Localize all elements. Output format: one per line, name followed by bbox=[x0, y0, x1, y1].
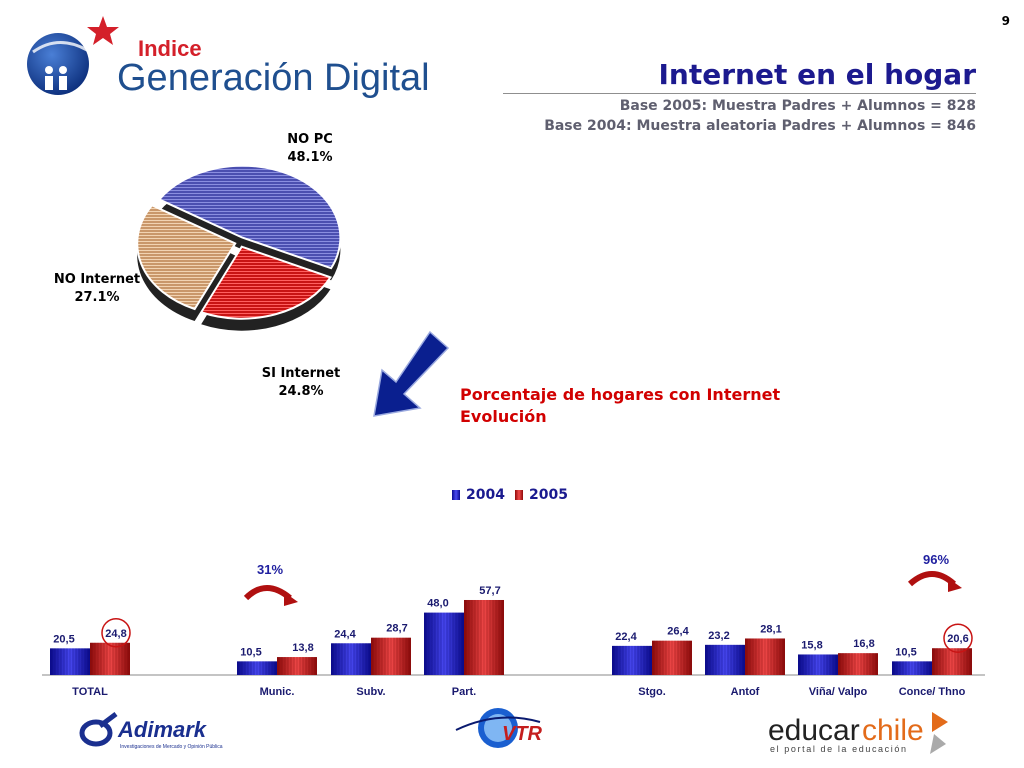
curved-arrow-icon bbox=[243, 585, 292, 601]
base-2005-note: Base 2005: Muestra Padres + Alumnos = 82… bbox=[619, 98, 976, 114]
data-label-2005: 57,7 bbox=[479, 585, 500, 597]
growth-label-96: 96% bbox=[923, 552, 949, 567]
svg-text:Investigaciones de Mercado y O: Investigaciones de Mercado y Opinión Púb… bbox=[120, 744, 223, 750]
growth-label-31: 31% bbox=[257, 562, 283, 577]
data-label-2004: 48,0 bbox=[427, 598, 448, 610]
footer-logos: Adimark Investigaciones de Mercado y Opi… bbox=[79, 708, 948, 754]
pie-label-no-pc: NO PC 48.1% bbox=[287, 132, 333, 165]
data-label-2004: 23,2 bbox=[708, 630, 729, 642]
bar-2004 bbox=[612, 645, 652, 675]
svg-text:Adimark: Adimark bbox=[117, 717, 208, 742]
pie-label-no-internet: NO Internet 27.1% bbox=[53, 272, 141, 305]
x-tick-label: Antof bbox=[731, 686, 760, 698]
pie-chart bbox=[136, 164, 342, 331]
data-label-2004: 20,5 bbox=[53, 633, 74, 645]
bar-2004 bbox=[331, 643, 371, 675]
highlight-circle bbox=[943, 623, 973, 653]
data-label-2004: 22,4 bbox=[615, 631, 637, 643]
data-label-2005: 28,7 bbox=[386, 623, 407, 635]
bar-2004 bbox=[798, 654, 838, 675]
page-number: 9 bbox=[1001, 14, 1010, 28]
page-title: Internet en el hogar bbox=[658, 58, 976, 91]
globe-icon bbox=[27, 33, 89, 95]
legend-swatch-2004 bbox=[452, 490, 460, 500]
data-label-2005: 16,8 bbox=[853, 638, 874, 650]
legend-label-2005: 2005 bbox=[528, 487, 568, 503]
adimark-logo: Adimark Investigaciones de Mercado y Opi… bbox=[79, 712, 223, 750]
data-label-2005: 28,1 bbox=[760, 623, 781, 635]
bar-2005 bbox=[652, 640, 692, 675]
bar-2005 bbox=[90, 642, 130, 675]
evolution-title: Porcentaje de hogares con Internet Evoluc… bbox=[460, 385, 781, 426]
data-label-2005: 24,8 bbox=[105, 628, 126, 640]
svg-text:Generación Digital: Generación Digital bbox=[117, 57, 430, 99]
bar-2005 bbox=[277, 657, 317, 675]
highlight-circle bbox=[101, 618, 131, 648]
x-tick-label: Viña/ Valpo bbox=[809, 686, 868, 698]
bar-2004 bbox=[892, 661, 932, 675]
pie-slice-no-internet bbox=[136, 204, 237, 311]
pie-label-si-internet: SI Internet 24.8% bbox=[261, 366, 341, 399]
pie-slice-si-internet bbox=[199, 245, 332, 320]
bar-2004 bbox=[705, 644, 745, 675]
svg-text:Indice: Indice bbox=[138, 36, 202, 61]
data-label-2005: 13,8 bbox=[292, 642, 313, 654]
svg-text:chile: chile bbox=[862, 714, 924, 747]
vtr-logo: VTR bbox=[455, 708, 543, 748]
x-tick-label: Part. bbox=[452, 686, 476, 698]
x-tick-label: TOTAL bbox=[72, 686, 108, 698]
bar-2005 bbox=[464, 599, 504, 675]
chart-legend: 2004 2005 bbox=[452, 487, 568, 503]
base-2004-note: Base 2004: Muestra aleatoria Padres + Al… bbox=[544, 118, 976, 134]
data-label-2005: 26,4 bbox=[667, 626, 689, 638]
x-tick-label: Conce/ Thno bbox=[899, 686, 966, 698]
x-tick-label: Stgo. bbox=[638, 686, 666, 698]
bar-2004 bbox=[50, 648, 90, 675]
data-label-2004: 24,4 bbox=[334, 628, 356, 640]
data-label-2004: 10,5 bbox=[240, 646, 261, 658]
svg-text:el portal de la educación: el portal de la educación bbox=[770, 744, 908, 754]
legend-swatch-2005 bbox=[514, 490, 523, 500]
bar-2005 bbox=[838, 653, 878, 675]
bar-2004 bbox=[237, 661, 277, 675]
data-label-2005: 20,6 bbox=[947, 633, 968, 645]
data-label-2004: 10,5 bbox=[895, 646, 916, 658]
indice-generacion-digital-logo: Indice Generación Digital bbox=[27, 16, 430, 99]
curved-arrow-icon bbox=[907, 571, 957, 587]
x-tick-label: Subv. bbox=[356, 686, 385, 698]
play-icon bbox=[932, 712, 948, 732]
data-label-2004: 15,8 bbox=[801, 639, 822, 651]
legend-label-2004: 2004 bbox=[466, 487, 505, 503]
svg-text:VTR: VTR bbox=[502, 723, 543, 745]
star-icon bbox=[87, 16, 119, 45]
bar-2004 bbox=[424, 612, 464, 675]
pie-slice-no-pc bbox=[157, 164, 342, 270]
bar-2005 bbox=[371, 637, 411, 675]
title-divider bbox=[503, 93, 976, 94]
svg-text:educar: educar bbox=[768, 714, 860, 747]
bar-2005 bbox=[932, 648, 972, 675]
down-left-arrow-icon bbox=[373, 330, 450, 417]
educarchile-logo: educar chile el portal de la educación bbox=[768, 712, 948, 754]
bar-2005 bbox=[745, 638, 785, 675]
bar-chart: TOTAL 20,5 24,8 Munic. 10,5 13,8 Subv. 24,4 28,7… bbox=[42, 552, 985, 698]
x-tick-label: Munic. bbox=[260, 686, 295, 698]
